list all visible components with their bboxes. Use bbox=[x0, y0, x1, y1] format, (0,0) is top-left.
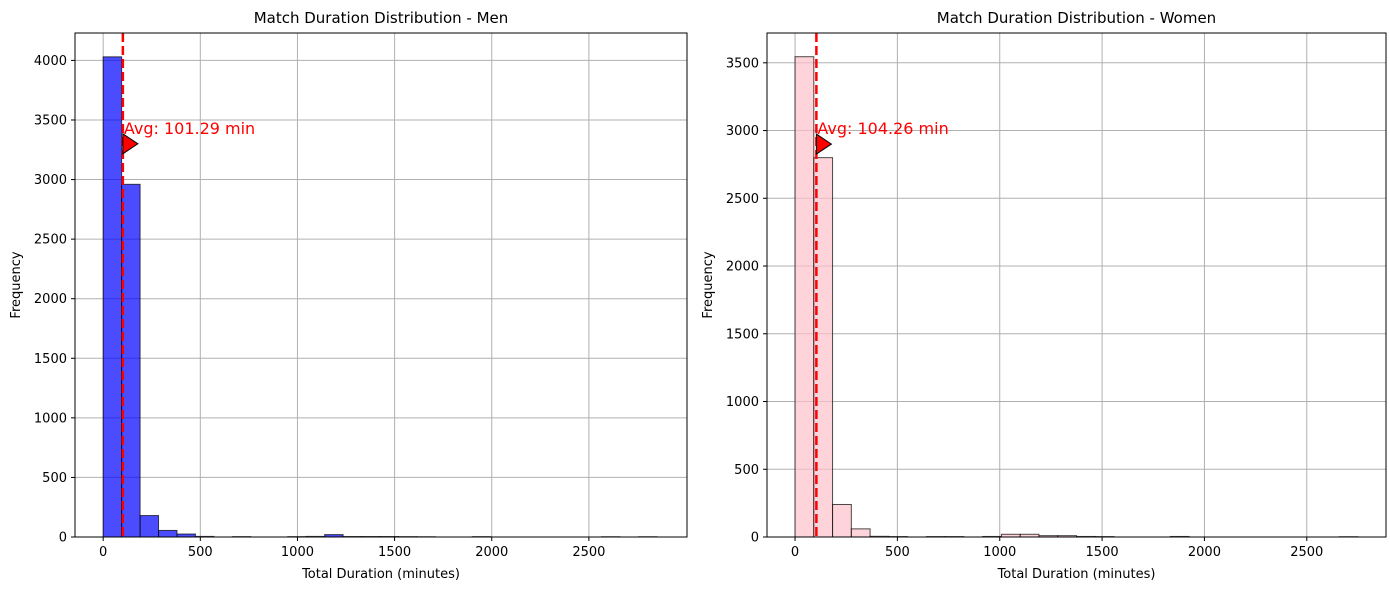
women-plot-frame bbox=[766, 32, 1387, 538]
women-annotation-arrow-icon bbox=[815, 133, 833, 156]
men-y-tick-label: 2000 bbox=[34, 292, 67, 307]
women-x-tick-label: 500 bbox=[885, 545, 910, 560]
men-y-tick-label: 500 bbox=[42, 471, 67, 486]
men-y-tick-label: 4000 bbox=[34, 54, 67, 69]
women-chart-title: Match Duration Distribution - Women bbox=[937, 9, 1216, 27]
men-x-tick-label: 500 bbox=[188, 545, 213, 560]
women-x-axis-label: Total Duration (minutes) bbox=[997, 567, 1156, 582]
women-y-axis-label: Frequency bbox=[701, 251, 716, 318]
men-x-tick-label: 2000 bbox=[475, 545, 508, 560]
men-histogram-bar bbox=[121, 183, 141, 538]
men-y-axis-label: Frequency bbox=[9, 251, 24, 318]
women-average-annotation: Avg: 104.26 min bbox=[817, 119, 948, 138]
women-x-tick-label: 1000 bbox=[983, 545, 1016, 560]
men-y-tick-label: 1500 bbox=[34, 352, 67, 367]
women-y-tick-label: 2000 bbox=[726, 260, 759, 275]
men-histogram-panel: Avg: 101.29 min 0 500 1000 1500 2000 2500 0 500 1… bbox=[9, 9, 688, 582]
women-y-tick-label: 1000 bbox=[726, 395, 759, 410]
men-histogram-bar bbox=[102, 56, 123, 538]
women-y-tick-label: 3000 bbox=[726, 124, 759, 139]
women-x-tick-label: 2000 bbox=[1188, 545, 1221, 560]
women-x-tick-label: 2500 bbox=[1290, 545, 1323, 560]
men-y-tick-label: 3500 bbox=[34, 113, 67, 128]
women-x-tick-label: 0 bbox=[791, 545, 799, 560]
women-x-tick-label: 1500 bbox=[1086, 545, 1119, 560]
women-histogram-bar bbox=[794, 56, 815, 538]
men-histogram-bar bbox=[158, 529, 178, 538]
men-plot-frame bbox=[74, 32, 688, 538]
men-y-tick-label: 3000 bbox=[34, 173, 67, 188]
women-histogram-bar bbox=[850, 528, 871, 538]
men-average-annotation: Avg: 101.29 min bbox=[124, 119, 255, 138]
men-y-tick-label: 2500 bbox=[34, 233, 67, 248]
men-x-tick-label: 2500 bbox=[572, 545, 605, 560]
women-y-tick-label: 2500 bbox=[726, 192, 759, 207]
men-x-tick-label: 0 bbox=[99, 545, 107, 560]
women-y-tick-label: 3500 bbox=[726, 56, 759, 71]
men-histogram-bar bbox=[139, 515, 160, 538]
men-y-tick-label: 0 bbox=[59, 531, 67, 546]
men-x-tick-label: 1000 bbox=[281, 545, 314, 560]
men-x-axis-label: Total Duration (minutes) bbox=[301, 567, 460, 582]
women-histogram-panel: Avg: 104.26 min 0 500 1000 1500 2000 2500 0 500 1… bbox=[701, 9, 1387, 582]
men-chart-title: Match Duration Distribution - Men bbox=[254, 9, 509, 27]
men-annotation-arrow-icon bbox=[122, 132, 139, 155]
women-y-tick-label: 1500 bbox=[726, 327, 759, 342]
women-histogram-bar bbox=[832, 503, 852, 538]
men-y-tick-label: 1000 bbox=[34, 411, 67, 426]
women-y-tick-label: 0 bbox=[751, 531, 759, 546]
men-x-tick-label: 1500 bbox=[378, 545, 411, 560]
women-y-tick-label: 500 bbox=[734, 463, 759, 478]
